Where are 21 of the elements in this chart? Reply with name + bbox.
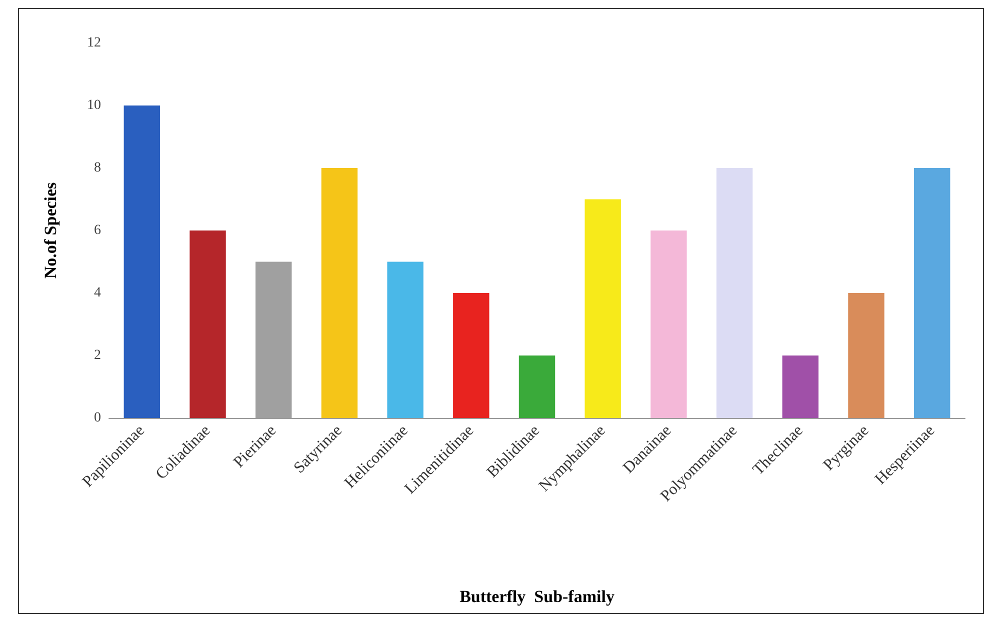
bar xyxy=(848,293,884,418)
bar xyxy=(914,168,950,418)
bar xyxy=(124,106,160,418)
bar xyxy=(584,199,621,418)
bar xyxy=(387,262,424,418)
bar xyxy=(716,168,753,418)
bar xyxy=(518,356,556,418)
y-tick-label: 6 xyxy=(94,223,101,238)
bar xyxy=(650,230,687,418)
y-tick-label: 8 xyxy=(94,160,101,176)
y-tick-label: 0 xyxy=(94,410,101,426)
bar xyxy=(782,356,818,418)
bar xyxy=(453,293,490,418)
x-axis-title: Butterfly Sub-family xyxy=(460,587,615,606)
y-tick-label: 10 xyxy=(87,98,101,113)
bar xyxy=(321,168,358,418)
y-tick-label: 12 xyxy=(87,36,101,50)
y-axis-title: No.of Species xyxy=(41,182,60,279)
y-tick-label: 4 xyxy=(94,286,101,300)
y-tick-label: 2 xyxy=(94,348,101,363)
bar xyxy=(190,230,226,418)
